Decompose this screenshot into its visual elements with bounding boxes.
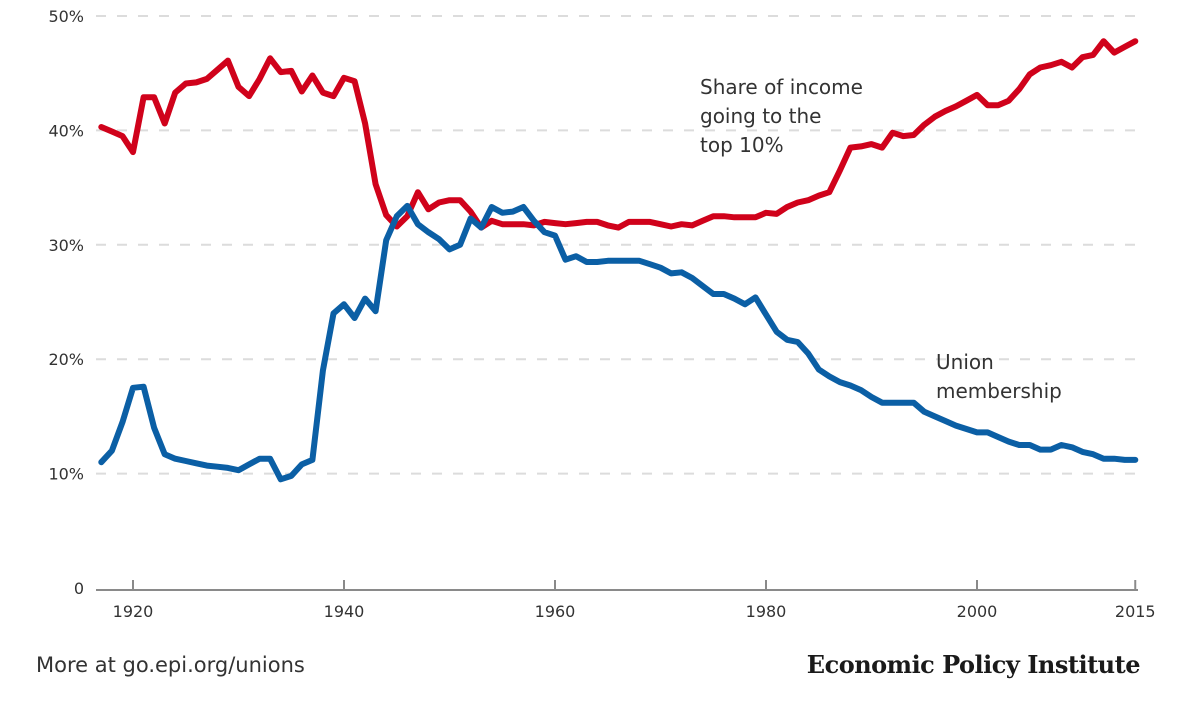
x-tick-label: 1920 — [113, 602, 154, 621]
annotation-union-membership: Union — [936, 350, 994, 374]
annotation-union-membership: membership — [936, 379, 1062, 403]
annotation-top10-income-share: going to the — [700, 104, 821, 128]
x-tick-label: 1940 — [324, 602, 365, 621]
y-tick-label: 30% — [48, 236, 84, 255]
x-axis: 1920 1940 1960 1980 2000 2015 — [96, 580, 1156, 621]
x-tick-label: 2000 — [957, 602, 998, 621]
y-tick-label: 40% — [48, 121, 84, 140]
y-tick-label: 20% — [48, 350, 84, 369]
brand-logo-text: Economic Policy Institute — [806, 650, 1141, 679]
y-tick-label: 0 — [74, 579, 84, 598]
y-tick-label: 50% — [48, 7, 84, 26]
series-annotations: Share of income going to the top 10% Union m… — [700, 75, 1062, 403]
annotation-top10-income-share: Share of income — [700, 75, 863, 99]
source-link[interactable]: More at go.epi.org/unions — [36, 653, 305, 677]
x-tick-label: 1980 — [746, 602, 787, 621]
y-axis-ticks: 0 10% 20% 30% 40% 50% — [48, 7, 84, 598]
x-tick-label: 1960 — [535, 602, 576, 621]
x-tick-label: 2015 — [1115, 602, 1156, 621]
series-lines — [98, 38, 1139, 483]
series-line-top10-income-share — [98, 38, 1139, 231]
gridlines — [96, 15, 1140, 475]
annotation-top10-income-share: top 10% — [700, 133, 784, 157]
series-line-union-membership — [98, 202, 1139, 483]
y-tick-label: 10% — [48, 465, 84, 484]
